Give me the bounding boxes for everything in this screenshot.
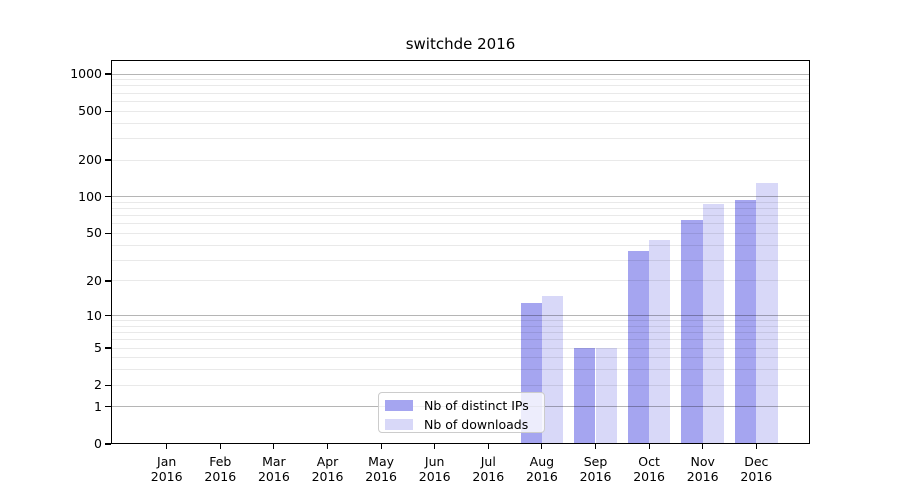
y-tick-label: 1	[94, 398, 102, 414]
bar-dec-ips	[734, 199, 757, 444]
y-tick-mark	[105, 314, 111, 317]
legend-item-downloads: Nb of downloads	[385, 415, 544, 434]
x-tick-mark	[487, 444, 489, 449]
gridline-minor	[111, 122, 810, 124]
x-tick-mark	[219, 444, 221, 449]
gridline-minor	[111, 201, 810, 203]
gridline-minor	[111, 339, 810, 341]
y-tick-mark	[105, 347, 111, 349]
legend-label-distinct-ips: Nb of distinct IPs	[424, 398, 529, 413]
y-tick-mark	[105, 280, 111, 282]
x-tick-label: Aug 2016	[525, 454, 558, 484]
y-tick-label: 10	[86, 307, 102, 323]
y-tick-label: 200	[78, 152, 102, 167]
gridline-minor	[111, 85, 810, 87]
x-tick-mark	[702, 444, 704, 449]
gridline-major	[111, 196, 810, 198]
x-tick-mark	[166, 444, 168, 449]
gridline-minor	[111, 369, 810, 371]
bar-oct-ips	[627, 250, 650, 444]
gridline-minor	[111, 110, 810, 112]
x-tick-mark	[541, 444, 543, 449]
gridline-major	[111, 315, 810, 317]
y-tick-label: 100	[78, 188, 102, 204]
x-tick-label: Apr 2016	[311, 454, 344, 484]
x-tick-label: Nov 2016	[686, 454, 719, 484]
y-tick-label: 0	[94, 436, 102, 451]
gridline-minor	[111, 259, 810, 261]
x-tick-mark	[755, 444, 757, 449]
gridline-minor	[111, 159, 810, 161]
y-tick-mark	[105, 110, 111, 112]
x-tick-label: May 2016	[365, 454, 397, 484]
y-tick-mark	[105, 196, 111, 198]
gridline-minor	[111, 208, 810, 210]
gridline-minor	[111, 79, 810, 81]
gridline-minor	[111, 357, 810, 359]
gridline-minor	[111, 223, 810, 225]
x-tick-label: Jul 2016	[472, 454, 505, 484]
y-tick-label: 2	[94, 377, 102, 393]
x-tick-label: Feb 2016	[204, 454, 237, 484]
x-tick-mark	[273, 444, 275, 449]
legend-swatch-distinct-ips	[385, 400, 413, 411]
y-tick-label: 50	[86, 225, 102, 241]
x-tick-mark	[594, 444, 597, 449]
gridline-minor	[111, 92, 810, 94]
legend-label-downloads: Nb of downloads	[424, 417, 529, 432]
legend-swatch-downloads	[385, 419, 413, 430]
x-tick-mark	[380, 444, 382, 449]
y-tick-label: 500	[78, 103, 102, 119]
gridline-minor	[111, 232, 810, 234]
x-tick-label: Dec 2016	[740, 454, 773, 484]
bar-dec-downloads	[756, 183, 778, 444]
y-tick-mark	[105, 232, 111, 235]
gridline-minor	[111, 384, 810, 386]
gridline-minor	[111, 100, 810, 102]
plot-area	[111, 60, 810, 444]
y-tick-mark	[105, 384, 111, 386]
legend: Nb of distinct IPs Nb of downloads	[378, 392, 545, 433]
gridline-minor	[111, 244, 810, 246]
y-tick-mark	[105, 443, 111, 445]
bar-nov-downloads	[702, 204, 725, 444]
x-tick-label: Sep 2016	[579, 454, 612, 484]
x-tick-label: Mar 2016	[257, 454, 290, 484]
legend-item-distinct-ips: Nb of distinct IPs	[385, 396, 544, 415]
bar-sep-downloads	[595, 348, 617, 444]
y-tick-label: 1000	[70, 66, 102, 82]
bar-sep-ips	[574, 348, 596, 444]
x-tick-label: Oct 2016	[633, 454, 665, 484]
bar-nov-ips	[681, 220, 703, 444]
gridline-minor	[111, 280, 810, 282]
bar-oct-downloads	[649, 240, 671, 444]
gridline-minor	[111, 137, 810, 139]
x-tick-mark	[648, 444, 650, 449]
chart-title: switchde 2016	[405, 35, 516, 53]
x-tick-label: Jun 2016	[418, 454, 451, 484]
x-tick-mark	[326, 444, 329, 449]
gridline-minor	[111, 325, 810, 327]
x-tick-mark	[434, 444, 436, 449]
gridline-minor	[111, 332, 810, 334]
bar-aug-downloads	[541, 295, 564, 444]
gridline-minor	[111, 215, 810, 217]
y-tick-label: 20	[86, 272, 102, 288]
gridline-major	[111, 73, 810, 75]
x-tick-label: Jan 2016	[150, 454, 183, 484]
y-tick-label: 5	[94, 340, 102, 356]
y-tick-mark	[105, 159, 111, 161]
gridline-minor	[111, 347, 810, 349]
y-tick-mark	[105, 406, 111, 408]
y-tick-mark	[105, 73, 111, 75]
gridline-minor	[111, 320, 810, 322]
